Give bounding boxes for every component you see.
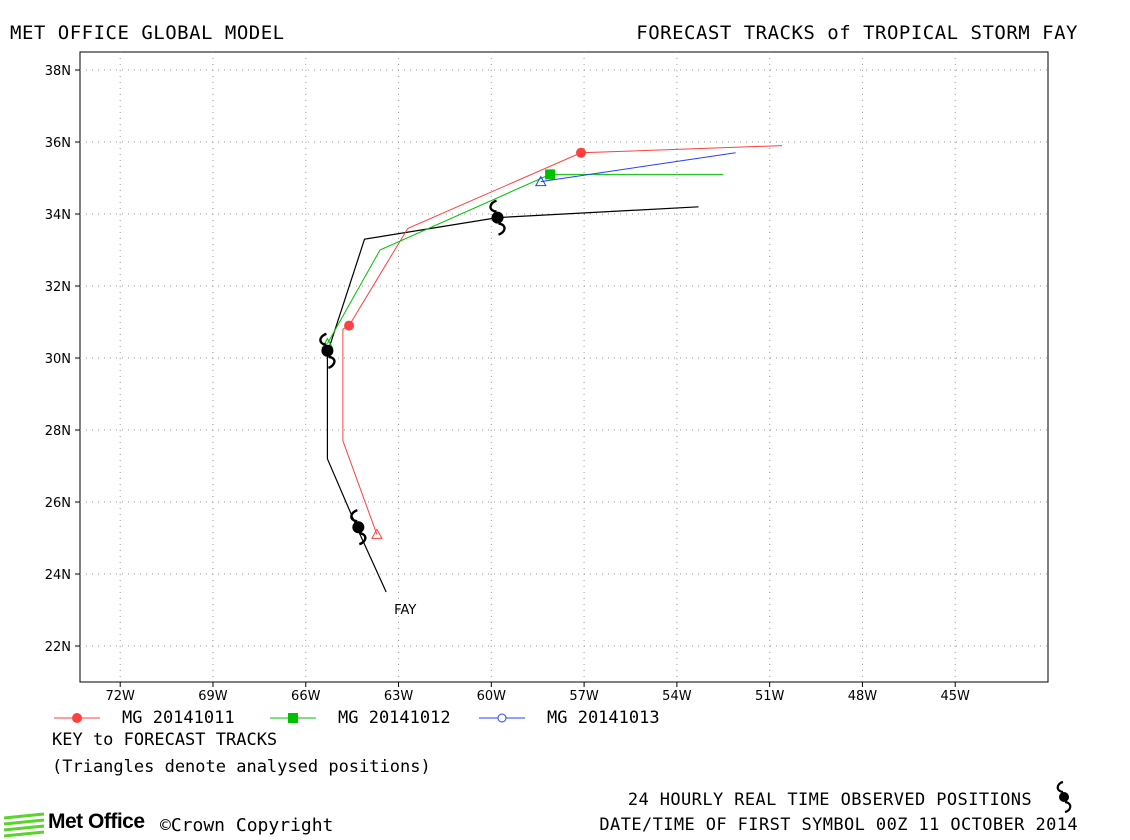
legend-swatch-mg-20141012 <box>270 713 316 723</box>
y-tick-label: 22N <box>45 640 71 655</box>
x-tick-label: 54W <box>662 689 692 700</box>
observed-position-symbol <box>319 332 336 369</box>
legend-marker-2 <box>288 713 298 723</box>
y-tick-label: 32N <box>45 280 71 295</box>
y-tick-label: 30N <box>45 352 71 367</box>
forecast-marker-circle <box>576 147 587 158</box>
legend-label: MG 20141011 <box>122 708 235 728</box>
y-tick-label: 34N <box>45 208 71 223</box>
x-tick-label: 48W <box>848 689 878 700</box>
storm-name-label: FAY <box>394 603 416 618</box>
hurricane-symbol-icon <box>1056 780 1072 814</box>
x-tick-label: 63W <box>384 689 414 700</box>
observed-position-symbol <box>350 509 367 546</box>
forecast-track-line <box>540 152 736 183</box>
header-model-title: MET OFFICE GLOBAL MODEL <box>10 22 285 44</box>
forecast-track-line <box>326 173 724 344</box>
legend-marker-1 <box>72 713 82 723</box>
y-tick-label: 26N <box>45 496 71 511</box>
analysed-position-triangle <box>371 528 383 539</box>
x-tick-label: 51W <box>755 689 785 700</box>
y-tick-label: 24N <box>45 568 71 583</box>
plot-frame <box>79 51 1049 683</box>
forecast-marker-square <box>545 169 556 180</box>
observed-positions-note: 24 HOURLY REAL TIME OBSERVED POSITIONS <box>627 790 1032 810</box>
key-title: KEY to FORECAST TRACKS <box>52 730 278 750</box>
x-tick-label: 72W <box>106 689 136 700</box>
y-tick-label: 28N <box>45 424 71 439</box>
first-symbol-datetime: DATE/TIME OF FIRST SYMBOL 00Z 11 OCTOBER… <box>599 815 1078 835</box>
legend-label: MG 20141012 <box>338 708 451 728</box>
x-tick-label: 69W <box>198 689 228 700</box>
x-tick-label: 66W <box>291 689 321 700</box>
key-note: (Triangles denote analysed positions) <box>52 757 431 777</box>
met-office-logo-icon <box>3 812 45 838</box>
legend-swatch-mg-20141013 <box>479 713 525 723</box>
y-tick-label: 38N <box>45 64 71 79</box>
observed-position-symbol <box>489 199 506 236</box>
met-office-brand: Met Office <box>48 810 145 833</box>
legend-swatch-mg-20141011 <box>54 713 100 723</box>
x-tick-label: 45W <box>941 689 971 700</box>
x-tick-label: 57W <box>569 689 599 700</box>
forecast-marker-circle <box>344 320 355 331</box>
analysed-position-triangle <box>534 175 547 187</box>
x-tick-label: 60W <box>477 689 507 700</box>
legend-label: MG 20141013 <box>547 708 660 728</box>
crown-copyright: ©Crown Copyright <box>160 815 334 836</box>
legend-marker-3 <box>497 713 507 723</box>
forecast-track-chart: 72W 69W 66W 63W 60W 57W 54W 51W 48W 45W 22N 24N 26N 2… <box>45 51 1049 700</box>
header-chart-title: FORECAST TRACKS of TROPICAL STORM FAY <box>636 22 1078 44</box>
y-tick-label: 36N <box>45 136 71 151</box>
